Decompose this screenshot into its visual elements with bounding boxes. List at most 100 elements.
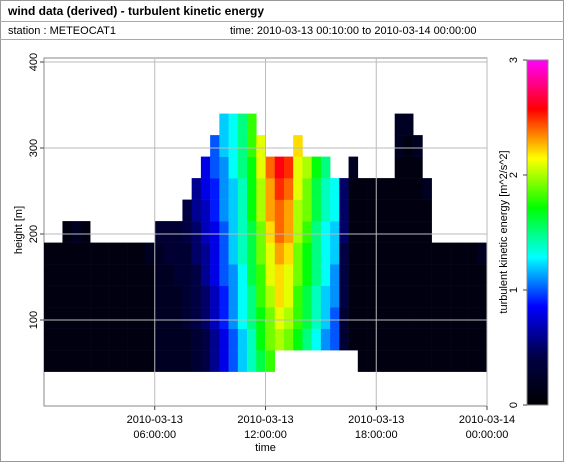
heat-cell (108, 285, 119, 308)
heat-cell (274, 156, 285, 179)
heat-cell (210, 156, 220, 179)
heat-cell (219, 221, 229, 243)
heat-cell (330, 242, 340, 265)
heat-cell (385, 264, 396, 286)
heat-cell (394, 328, 405, 351)
heat-cell (394, 264, 405, 286)
heat-cell (247, 178, 257, 200)
heat-cell (182, 307, 192, 329)
heat-cell (283, 199, 294, 222)
heat-cell (394, 135, 405, 157)
heat-cell (320, 156, 331, 179)
heat-cell (44, 350, 54, 372)
heat-cell (348, 285, 359, 308)
heat-cell (136, 350, 146, 372)
heat-cell (320, 221, 331, 243)
heat-cell (357, 307, 368, 329)
heat-cell (163, 221, 174, 243)
heat-cell (53, 285, 63, 308)
heat-cell (394, 221, 405, 243)
heat-cell (385, 307, 396, 329)
heat-cell (376, 350, 386, 372)
heat-cell (302, 285, 312, 308)
heat-cell (265, 285, 276, 308)
heat-cell (459, 307, 469, 329)
heat-cell (283, 156, 294, 179)
heat-cell (413, 135, 423, 157)
heat-cell (145, 307, 156, 329)
heat-cell (283, 285, 294, 308)
heat-cell (154, 350, 165, 372)
heat-cell (339, 199, 349, 222)
heat-cell (413, 285, 423, 308)
y-tick-label: 300 (28, 139, 40, 157)
heat-cell (357, 285, 368, 308)
y-axis-label: height [m] (13, 206, 25, 254)
heat-cell (330, 285, 340, 308)
heat-cell (394, 113, 405, 136)
heat-cell (431, 328, 442, 351)
heat-cell (247, 135, 257, 157)
heat-cell (173, 285, 183, 308)
heat-cell (422, 285, 432, 308)
heat-cell (99, 264, 109, 286)
heat-cell (173, 242, 183, 265)
heat-cell (219, 135, 229, 157)
heat-cell (339, 285, 349, 308)
heat-cell (62, 350, 72, 372)
heat-cell (311, 199, 322, 222)
heat-cell (154, 328, 165, 351)
heat-cell (108, 350, 119, 372)
heat-cell (71, 285, 82, 308)
heat-cell (247, 350, 257, 372)
heat-cell (265, 242, 276, 265)
heat-cell (80, 242, 91, 265)
heat-cell (440, 285, 451, 308)
heat-cell (247, 328, 257, 351)
heat-cell (293, 307, 303, 329)
heat-cell (450, 307, 460, 329)
heat-cell (228, 135, 239, 157)
heat-cell (53, 350, 63, 372)
heat-cell (117, 285, 128, 308)
heat-cell (53, 264, 63, 286)
heat-cell (90, 285, 100, 308)
heat-cell (247, 242, 257, 265)
heat-cell (219, 307, 229, 329)
heat-cell (348, 221, 359, 243)
heat-cell (394, 350, 405, 372)
heat-cell (256, 156, 266, 179)
heat-cell (247, 285, 257, 308)
heat-cell (274, 328, 285, 351)
heat-cell (477, 307, 488, 329)
heat-cell (117, 264, 128, 286)
heat-cell (302, 307, 312, 329)
heat-cell (413, 307, 423, 329)
heat-cell (173, 264, 183, 286)
heat-cell (385, 350, 396, 372)
heat-cell (62, 221, 72, 243)
heat-cell (339, 221, 349, 243)
heat-cell (468, 307, 479, 329)
heat-cell (163, 242, 174, 265)
station: station : METEOCAT1 (8, 25, 116, 37)
heat-cell (219, 113, 229, 136)
heat-cell (99, 242, 109, 265)
heat-cell (163, 350, 174, 372)
heat-cell (274, 199, 285, 222)
heat-cell (90, 264, 100, 286)
heat-cell (385, 242, 396, 265)
heat-cell (210, 328, 220, 351)
heat-cell (330, 328, 340, 351)
heat-cell (413, 178, 423, 200)
heat-cell (228, 113, 239, 136)
heat-cell (440, 242, 451, 265)
heat-cell (256, 307, 266, 329)
heat-cell (311, 178, 322, 200)
heat-cell (431, 242, 442, 265)
heat-cell (459, 264, 469, 286)
heat-cell (265, 307, 276, 329)
heat-cell (302, 199, 312, 222)
colorbar-tick-label: 2 (508, 172, 520, 178)
heat-cell (265, 178, 276, 200)
